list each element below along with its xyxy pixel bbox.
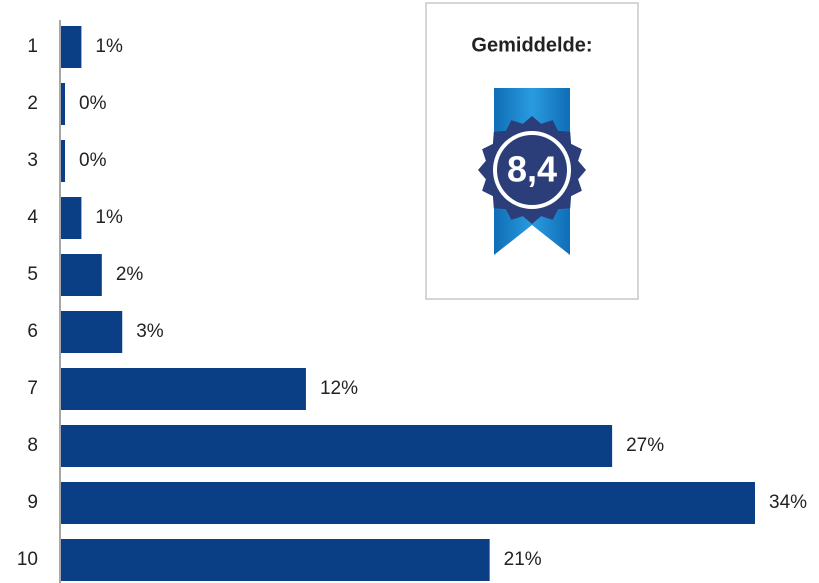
data-label: 21% bbox=[504, 549, 542, 570]
data-label: 12% bbox=[320, 378, 358, 399]
y-tick-label: 4 bbox=[27, 207, 38, 228]
bar bbox=[61, 197, 82, 239]
bar bbox=[61, 26, 82, 68]
bar bbox=[61, 482, 755, 524]
y-tick-label: 9 bbox=[27, 492, 38, 513]
average-value: 8,4 bbox=[507, 149, 557, 190]
bar bbox=[61, 425, 613, 467]
data-label: 0% bbox=[79, 150, 107, 171]
bar bbox=[61, 140, 65, 182]
data-label: 34% bbox=[769, 492, 807, 513]
bar bbox=[61, 83, 65, 125]
seal-ring bbox=[493, 131, 571, 209]
y-tick-label: 5 bbox=[27, 264, 38, 285]
average-title: Gemiddelde: bbox=[471, 34, 592, 56]
bar bbox=[61, 539, 490, 581]
data-label: 0% bbox=[79, 93, 107, 114]
y-tick-label: 8 bbox=[27, 435, 38, 456]
bar bbox=[61, 254, 102, 296]
data-label: 3% bbox=[136, 321, 164, 342]
data-label: 27% bbox=[626, 435, 664, 456]
y-tick-label: 1 bbox=[27, 36, 38, 57]
y-tick-label: 7 bbox=[27, 378, 38, 399]
y-tick-label: 2 bbox=[27, 93, 38, 114]
y-tick-label: 3 bbox=[27, 150, 38, 171]
y-tick-label: 6 bbox=[27, 321, 38, 342]
data-label: 1% bbox=[95, 36, 123, 57]
data-label: 1% bbox=[95, 207, 123, 228]
bar bbox=[61, 311, 123, 353]
bar bbox=[61, 368, 306, 410]
data-label: 2% bbox=[116, 264, 144, 285]
y-tick-label: 10 bbox=[17, 549, 38, 570]
